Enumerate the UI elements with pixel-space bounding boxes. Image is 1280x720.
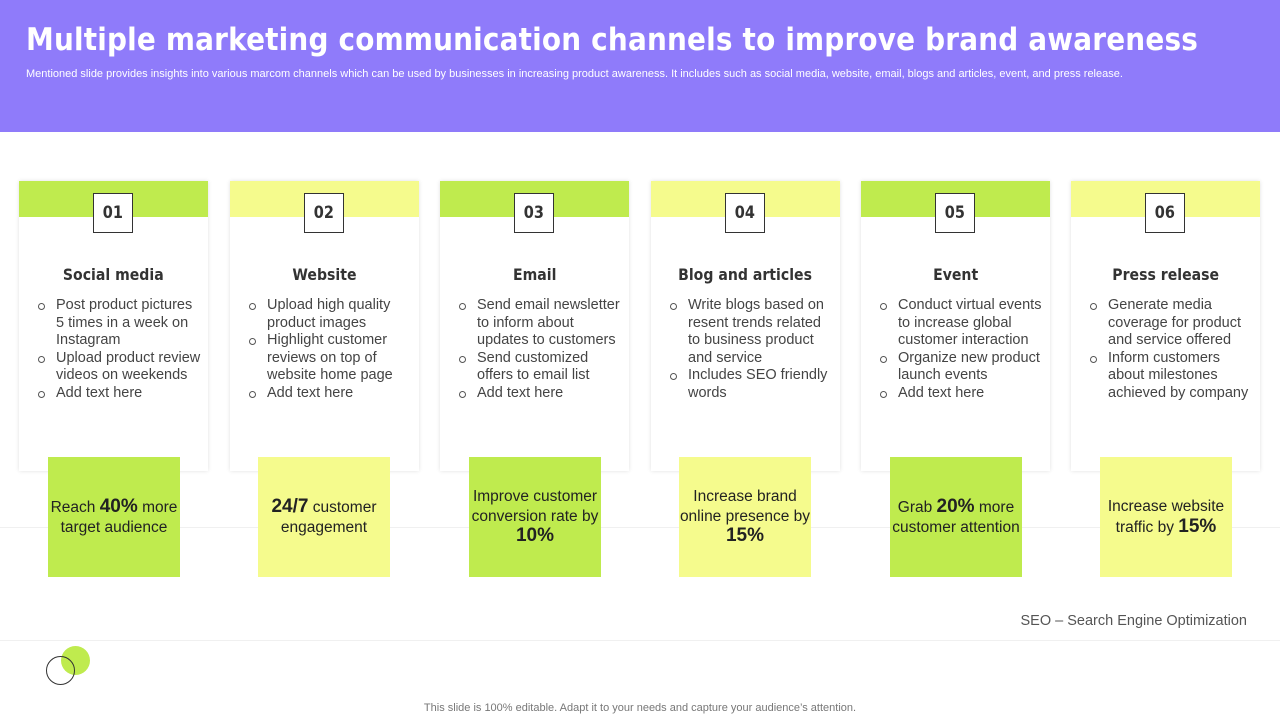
- channel-number-badge: 02: [304, 193, 344, 233]
- channel-title: Blog and articles: [678, 265, 813, 284]
- highlight-text: Increase brand online presence by 15%: [679, 488, 811, 547]
- bullet-item: Send customized offers to email list: [458, 350, 624, 385]
- highlight-box-blog-and-articles: Increase brand online presence by 15%: [679, 457, 811, 577]
- highlight-text: Improve customer conversion rate by 10%: [471, 488, 599, 547]
- channel-bullet-list: Conduct virtual events to increase globa…: [879, 297, 1045, 403]
- bullet-item: Conduct virtual events to increase globa…: [879, 297, 1045, 350]
- editable-note: This slide is 100% editable. Adapt it to…: [423, 702, 857, 714]
- channel-title: Email: [512, 265, 557, 284]
- channel-bullet-list: Post product pictures 5 times in a week …: [37, 297, 203, 403]
- bullet-item: Includes SEO friendly words: [669, 367, 835, 402]
- highlight-box-social-media: Reach 40% more target audience: [48, 457, 180, 577]
- channel-bullet-list: Send email newsletter to inform about up…: [458, 297, 624, 403]
- bullet-item: Post product pictures 5 times in a week …: [37, 297, 203, 350]
- channel-number-badge: 05: [935, 193, 975, 233]
- highlight-box-website: 24/7 customer engagement: [258, 457, 390, 577]
- channel-card-blog-and-articles: 04 Blog and articles Write blogs based o…: [651, 181, 840, 471]
- highlight-text: Grab 20% more customer attention: [892, 496, 1020, 536]
- highlight-box-event: Grab 20% more customer attention: [890, 457, 1022, 577]
- divider-line: [0, 640, 1280, 641]
- page-subtitle: Mentioned slide provides insights into v…: [26, 68, 1123, 80]
- channel-card-event: 05 Event Conduct virtual events to incre…: [861, 181, 1050, 471]
- channel-card-website: 02 Website Upload high quality product i…: [230, 181, 419, 471]
- highlight-text: Increase website traffic by 15%: [1107, 498, 1225, 537]
- bullet-item: Organize new product launch events: [879, 350, 1045, 385]
- channel-number-badge: 04: [725, 193, 765, 233]
- bullet-item: Highlight customer reviews on top of web…: [248, 332, 414, 385]
- channel-bullet-list: Upload high quality product images Highl…: [248, 297, 414, 403]
- channel-title: Press release: [1112, 265, 1219, 284]
- channel-number-badge: 06: [1145, 193, 1185, 233]
- bullet-item: Add text here: [458, 385, 624, 403]
- divider-line: [0, 527, 1280, 528]
- highlight-box-email: Improve customer conversion rate by 10%: [469, 457, 601, 577]
- highlight-text: Reach 40% more target audience: [50, 496, 178, 536]
- bullet-item: Generate media coverage for product and …: [1089, 297, 1255, 350]
- bullet-item: Add text here: [37, 385, 203, 403]
- channel-bullet-list: Write blogs based on resent trends relat…: [669, 297, 835, 403]
- channel-card-press-release: 06 Press release Generate media coverage…: [1071, 181, 1260, 471]
- bullet-item: Inform customers about milestones achiev…: [1089, 350, 1255, 403]
- bullet-item: Send email newsletter to inform about up…: [458, 297, 624, 350]
- bullet-item: Add text here: [879, 385, 1045, 403]
- channel-card-social-media: 01 Social media Post product pictures 5 …: [19, 181, 208, 471]
- header-banner: Multiple marketing communication channel…: [0, 0, 1280, 132]
- highlight-box-press-release: Increase website traffic by 15%: [1100, 457, 1232, 577]
- bullet-item: Add text here: [248, 385, 414, 403]
- highlight-text: 24/7 customer engagement: [271, 496, 377, 536]
- channel-title: Event: [932, 265, 979, 284]
- channel-bullet-list: Generate media coverage for product and …: [1089, 297, 1255, 403]
- bullet-item: Upload high quality product images: [248, 297, 414, 332]
- bullet-item: Write blogs based on resent trends relat…: [669, 297, 835, 367]
- seo-footnote: SEO – Search Engine Optimization: [1020, 613, 1247, 629]
- channel-title: Social media: [63, 265, 164, 284]
- channel-title: Website: [292, 265, 357, 284]
- channel-number-badge: 01: [93, 193, 133, 233]
- channel-number-badge: 03: [514, 193, 554, 233]
- decorative-circle-outline-icon: [46, 656, 75, 685]
- channel-card-email: 03 Email Send email newsletter to inform…: [440, 181, 629, 471]
- page-title: Multiple marketing communication channel…: [26, 22, 1199, 58]
- bullet-item: Upload product review videos on weekends: [37, 350, 203, 385]
